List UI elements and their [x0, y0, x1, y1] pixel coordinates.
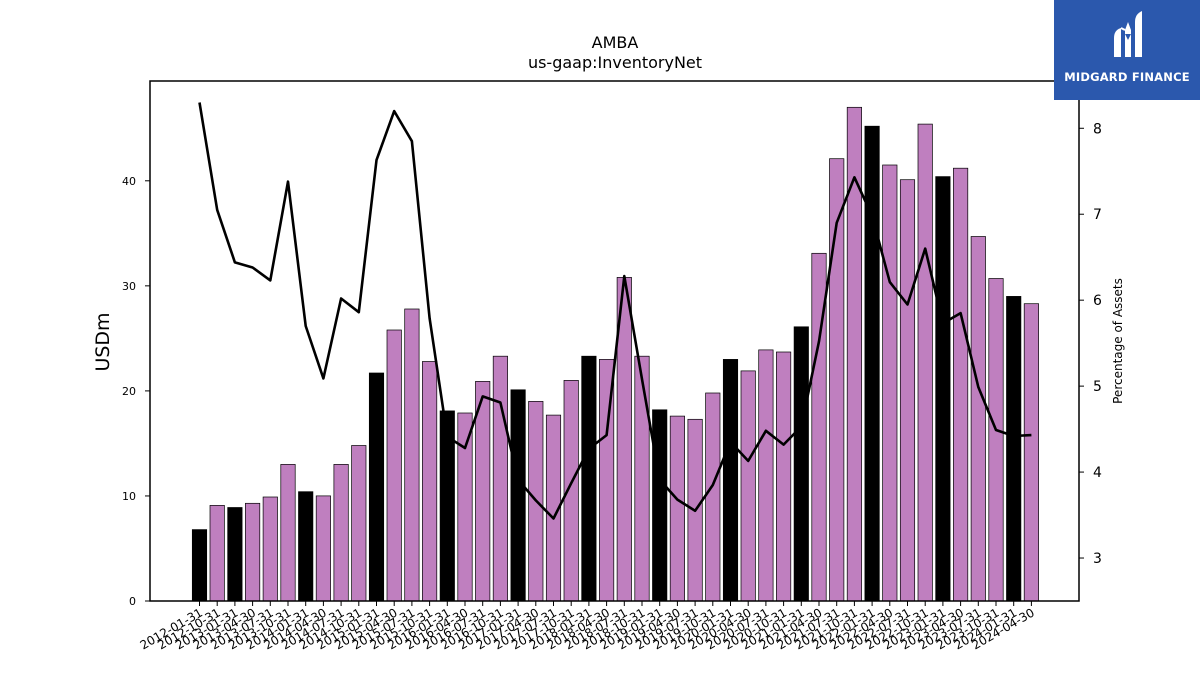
bar-2021-10-31: [846, 106, 862, 602]
bar-2016-10-31: [492, 355, 508, 602]
y2-tick-label: 5: [1093, 379, 1102, 395]
y-axis-label: USDm: [92, 312, 114, 371]
bar-2015-10-31: [422, 361, 438, 602]
bar-2017-01-31: [510, 389, 526, 602]
bar-2020-10-31: [776, 351, 792, 602]
bar-2024-01-31: [1006, 296, 1022, 602]
y-tick-label: 20: [122, 385, 136, 398]
bar-2020-07-31: [758, 349, 774, 602]
bar-2022-07-31: [899, 179, 916, 602]
bar-2019-10-31: [705, 392, 721, 602]
y2-tick-label: 7: [1093, 207, 1102, 223]
y-tick-label: 10: [122, 490, 136, 503]
bar-2015-07-31: [404, 308, 420, 602]
y2-tick-label: 3: [1093, 551, 1102, 567]
bar-2013-10-31: [280, 464, 296, 602]
bar-2023-04-30: [953, 167, 969, 602]
y-tick-label: 40: [122, 175, 136, 188]
bar-2012-01-31: [191, 529, 208, 602]
bar-2024-04-30: [1023, 303, 1039, 602]
percentage-of-assets-line: [198, 102, 1032, 520]
plot-frame: [149, 80, 1080, 602]
bar-2014-01-31: [298, 491, 314, 602]
logo-mark-icon: [1114, 11, 1142, 57]
y2-tick-label: 8: [1093, 121, 1102, 137]
bar-2014-07-31: [333, 464, 349, 602]
bar-2018-10-31: [634, 355, 650, 602]
bar-2023-10-31: [988, 278, 1004, 602]
bar-2015-04-30: [386, 329, 402, 602]
bar-2020-04-30: [740, 370, 756, 602]
chart-subtitle: us-gaap:InventoryNet: [528, 53, 702, 72]
y-tick-label: 30: [122, 280, 136, 293]
bar-2020-01-31: [722, 359, 739, 602]
bar-2022-01-31: [864, 125, 880, 602]
bar-2015-01-31: [368, 372, 385, 602]
y2-axis-label: Percentage of Assets: [1111, 278, 1125, 404]
bar-2013-07-31: [262, 496, 278, 602]
y2-tick-label: 6: [1093, 293, 1102, 309]
bar-2022-10-31: [917, 123, 933, 602]
bar-2013-01-31: [227, 507, 243, 602]
bar-2018-01-31: [581, 355, 597, 602]
bar-2014-04-30: [315, 495, 331, 602]
bar-2012-10-31: [209, 505, 225, 602]
bar-2022-04-30: [882, 164, 898, 602]
bar-2023-07-31: [970, 236, 986, 602]
bar-2013-04-30: [245, 502, 261, 602]
bar-2021-01-31: [793, 326, 809, 602]
y2-tick-label: 4: [1093, 465, 1102, 481]
bar-2019-04-30: [669, 415, 685, 602]
bar-2023-01-31: [935, 176, 951, 602]
brand-name: MIDGARD FINANCE: [1064, 70, 1190, 84]
bar-2019-01-31: [652, 409, 668, 602]
bar-2016-04-30: [457, 412, 473, 602]
bar-2014-10-31: [351, 445, 367, 602]
chart-title: AMBA: [592, 33, 639, 52]
y-tick-label: 0: [129, 595, 136, 608]
brand-logo: MIDGARD FINANCE: [1054, 0, 1200, 100]
